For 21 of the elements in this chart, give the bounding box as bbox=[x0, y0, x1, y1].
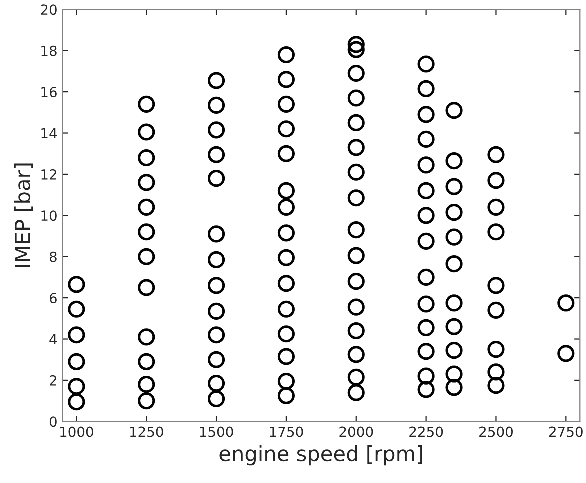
y-tick-label: 6 bbox=[50, 293, 57, 304]
x-tick-label: 1750 bbox=[270, 426, 304, 438]
x-axis-title: engine speed [rpm] bbox=[220, 446, 422, 466]
y-tick-label: 12 bbox=[42, 169, 56, 180]
x-tick-label: 1500 bbox=[200, 426, 234, 438]
y-tick-label: 18 bbox=[42, 46, 57, 56]
x-tick-label: 1000 bbox=[60, 426, 94, 438]
y-tick-label: 10 bbox=[42, 210, 57, 222]
y-tick-label: 2 bbox=[50, 375, 56, 386]
y-tick-label: 20 bbox=[41, 4, 57, 16]
y-tick-label: 4 bbox=[50, 334, 58, 345]
y-axis-title: IMEP [bar] bbox=[14, 164, 34, 268]
x-tick-label: 2000 bbox=[340, 426, 374, 438]
x-tick-label: 2500 bbox=[480, 426, 513, 438]
x-tick-label: 2250 bbox=[410, 426, 444, 438]
y-tick-label: 14 bbox=[42, 128, 58, 139]
x-tick-label: 1250 bbox=[130, 426, 164, 438]
y-tick-label: 0 bbox=[50, 416, 57, 428]
y-tick-label: 16 bbox=[42, 87, 57, 98]
y-tick-label: 8 bbox=[50, 252, 57, 262]
x-tick-label: 2750 bbox=[550, 426, 583, 438]
